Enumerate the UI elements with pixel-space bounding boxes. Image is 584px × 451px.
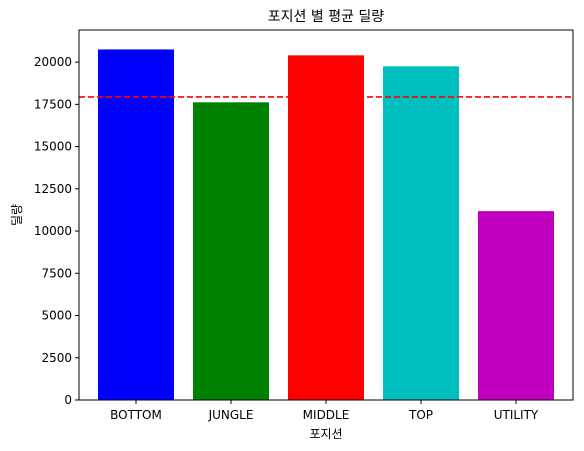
y-tick-label: 7500 <box>41 266 72 280</box>
x-tick-label: JUNGLE <box>208 408 254 422</box>
bar-utility <box>478 211 554 400</box>
y-tick-label: 15000 <box>34 140 72 154</box>
x-tick-label: MIDDLE <box>303 408 350 422</box>
x-axis-ticks: BOTTOM JUNGLE MIDDLE TOP UTILITY <box>110 400 539 422</box>
bar-bottom <box>98 49 174 400</box>
x-tick-label: BOTTOM <box>110 408 162 422</box>
y-axis-title: 딜량 <box>10 204 24 226</box>
x-axis-title: 포지션 <box>309 427 342 441</box>
x-tick-label: TOP <box>408 408 433 422</box>
bar-top <box>383 66 459 400</box>
y-tick-label: 5000 <box>41 309 72 323</box>
y-axis-ticks: 0 2500 5000 7500 10000 12500 15000 17500 20000 <box>34 55 79 407</box>
x-tick-label: UTILITY <box>494 408 539 422</box>
y-tick-label: 0 <box>64 393 72 407</box>
bar-middle <box>288 55 364 400</box>
y-tick-label: 17500 <box>34 97 72 111</box>
y-tick-label: 2500 <box>41 351 72 365</box>
y-tick-label: 12500 <box>34 182 72 196</box>
y-tick-label: 10000 <box>34 224 72 238</box>
y-tick-label: 20000 <box>34 55 72 69</box>
bars-group <box>98 49 554 401</box>
bar-jungle <box>193 102 269 401</box>
chart-title: 포지션 별 평균 딜량 <box>268 9 385 25</box>
